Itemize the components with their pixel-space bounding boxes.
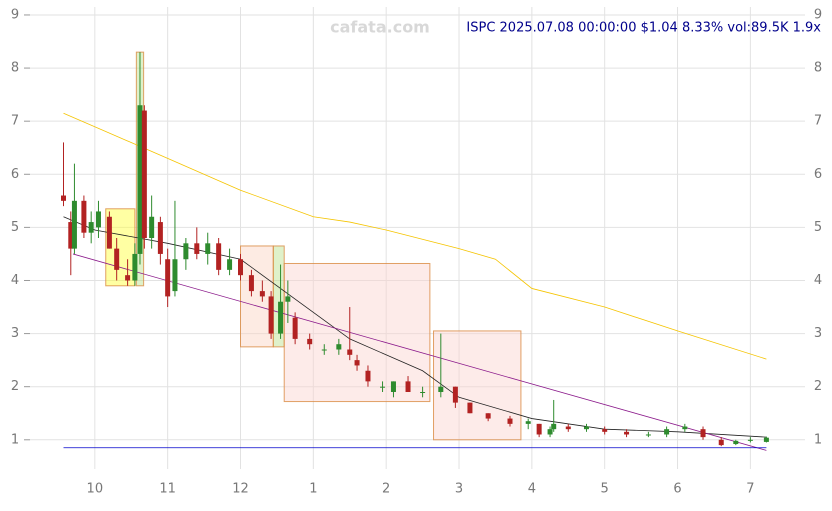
candle-body bbox=[565, 426, 571, 430]
y-tick-label: 3 bbox=[11, 326, 19, 341]
candle-body bbox=[664, 429, 670, 435]
x-tick-label: 6 bbox=[673, 482, 681, 497]
x-tick-label: 3 bbox=[455, 482, 463, 497]
candle-body bbox=[321, 349, 327, 351]
candle-body bbox=[157, 222, 163, 254]
candle-body bbox=[259, 291, 265, 297]
candle-body bbox=[763, 437, 769, 442]
candle-body bbox=[467, 402, 473, 414]
y-tick-label-right: 6 bbox=[814, 167, 822, 182]
candle-body bbox=[733, 440, 739, 445]
line-series bbox=[63, 112, 767, 360]
x-tick-label: 12 bbox=[232, 482, 249, 497]
y-tick-label-right: 5 bbox=[814, 220, 822, 235]
candle-body bbox=[183, 243, 189, 260]
candle-body bbox=[336, 344, 342, 350]
x-tick-label: 5 bbox=[601, 482, 609, 497]
chart-title: ISPC 2025.07.08 00:00:00 $1.04 8.33% vol… bbox=[466, 21, 821, 36]
line-series bbox=[72, 253, 767, 451]
zone bbox=[240, 245, 274, 348]
y-tick-label-right: 4 bbox=[814, 273, 822, 288]
candle-body bbox=[248, 275, 254, 292]
candle-body bbox=[216, 243, 222, 270]
x-tick-label: 11 bbox=[159, 482, 176, 497]
candle-body bbox=[149, 216, 155, 238]
candle-body bbox=[292, 317, 298, 339]
candle-body bbox=[307, 338, 313, 345]
candle-body bbox=[68, 222, 74, 249]
candle-body bbox=[165, 259, 171, 297]
y-tick-label-right: 8 bbox=[814, 61, 822, 76]
y-tick-label: 7 bbox=[11, 114, 19, 129]
y-tick-label: 1 bbox=[11, 432, 19, 447]
candle-body bbox=[602, 429, 608, 432]
candle-body bbox=[536, 423, 542, 435]
x-tick-label: 2 bbox=[382, 482, 390, 497]
candle-body bbox=[141, 110, 147, 238]
candle-body bbox=[278, 301, 284, 334]
y-tick-label: 6 bbox=[11, 167, 19, 182]
y-tick-label-right: 9 bbox=[814, 7, 822, 22]
candle-body bbox=[285, 296, 291, 302]
candle-body bbox=[125, 275, 131, 281]
candle-body bbox=[205, 243, 211, 254]
candle-body bbox=[380, 386, 386, 388]
candle-body bbox=[624, 431, 630, 435]
y-tick-label-right: 3 bbox=[814, 326, 822, 341]
y-tick-label: 8 bbox=[11, 61, 19, 76]
candle-body bbox=[747, 439, 753, 441]
candle-body bbox=[347, 349, 353, 355]
candle-body bbox=[81, 200, 87, 233]
x-tick-label: 7 bbox=[746, 482, 754, 497]
y-tick-label-right: 7 bbox=[814, 114, 822, 129]
candle-body bbox=[645, 434, 651, 436]
candle-body bbox=[485, 413, 491, 419]
candle-body bbox=[700, 429, 706, 438]
candle-body bbox=[525, 421, 531, 424]
candle-body bbox=[718, 439, 724, 446]
candle-body bbox=[583, 426, 589, 430]
candle-body bbox=[172, 259, 178, 292]
candle-body bbox=[547, 429, 553, 435]
y-tick-label: 2 bbox=[11, 379, 19, 394]
candle-body bbox=[95, 211, 101, 228]
x-tick-label: 1 bbox=[309, 482, 317, 497]
candle-body bbox=[61, 195, 67, 201]
candle-body bbox=[390, 381, 396, 392]
candle-body bbox=[238, 259, 244, 276]
candle-body bbox=[194, 243, 200, 254]
candle-body bbox=[405, 381, 411, 392]
candle-body bbox=[507, 418, 513, 424]
candle-body bbox=[88, 222, 94, 233]
candle-body bbox=[106, 216, 112, 249]
candle-body bbox=[365, 370, 371, 382]
candle-body bbox=[137, 105, 143, 254]
x-tick-label: 4 bbox=[528, 482, 536, 497]
candle-body bbox=[227, 259, 233, 270]
candle-body bbox=[354, 360, 360, 366]
watermark: cafata.com bbox=[330, 18, 430, 37]
candle-body bbox=[420, 392, 426, 393]
line-series bbox=[63, 216, 767, 438]
candle-body bbox=[71, 200, 77, 249]
y-tick-label: 4 bbox=[11, 273, 19, 288]
candle-body bbox=[268, 296, 274, 334]
y-tick-label: 5 bbox=[11, 220, 19, 235]
y-tick-label-right: 2 bbox=[814, 379, 822, 394]
y-tick-label-right: 1 bbox=[814, 432, 822, 447]
x-tick-label: 10 bbox=[87, 482, 104, 497]
candle-body bbox=[114, 248, 120, 270]
candle-body bbox=[438, 386, 444, 392]
candle-body bbox=[551, 423, 557, 430]
candle-body bbox=[452, 386, 458, 403]
candle-body bbox=[682, 426, 688, 430]
zone bbox=[283, 262, 431, 403]
zone bbox=[433, 330, 522, 441]
y-tick-label: 9 bbox=[11, 7, 19, 22]
candle-body bbox=[132, 253, 138, 281]
